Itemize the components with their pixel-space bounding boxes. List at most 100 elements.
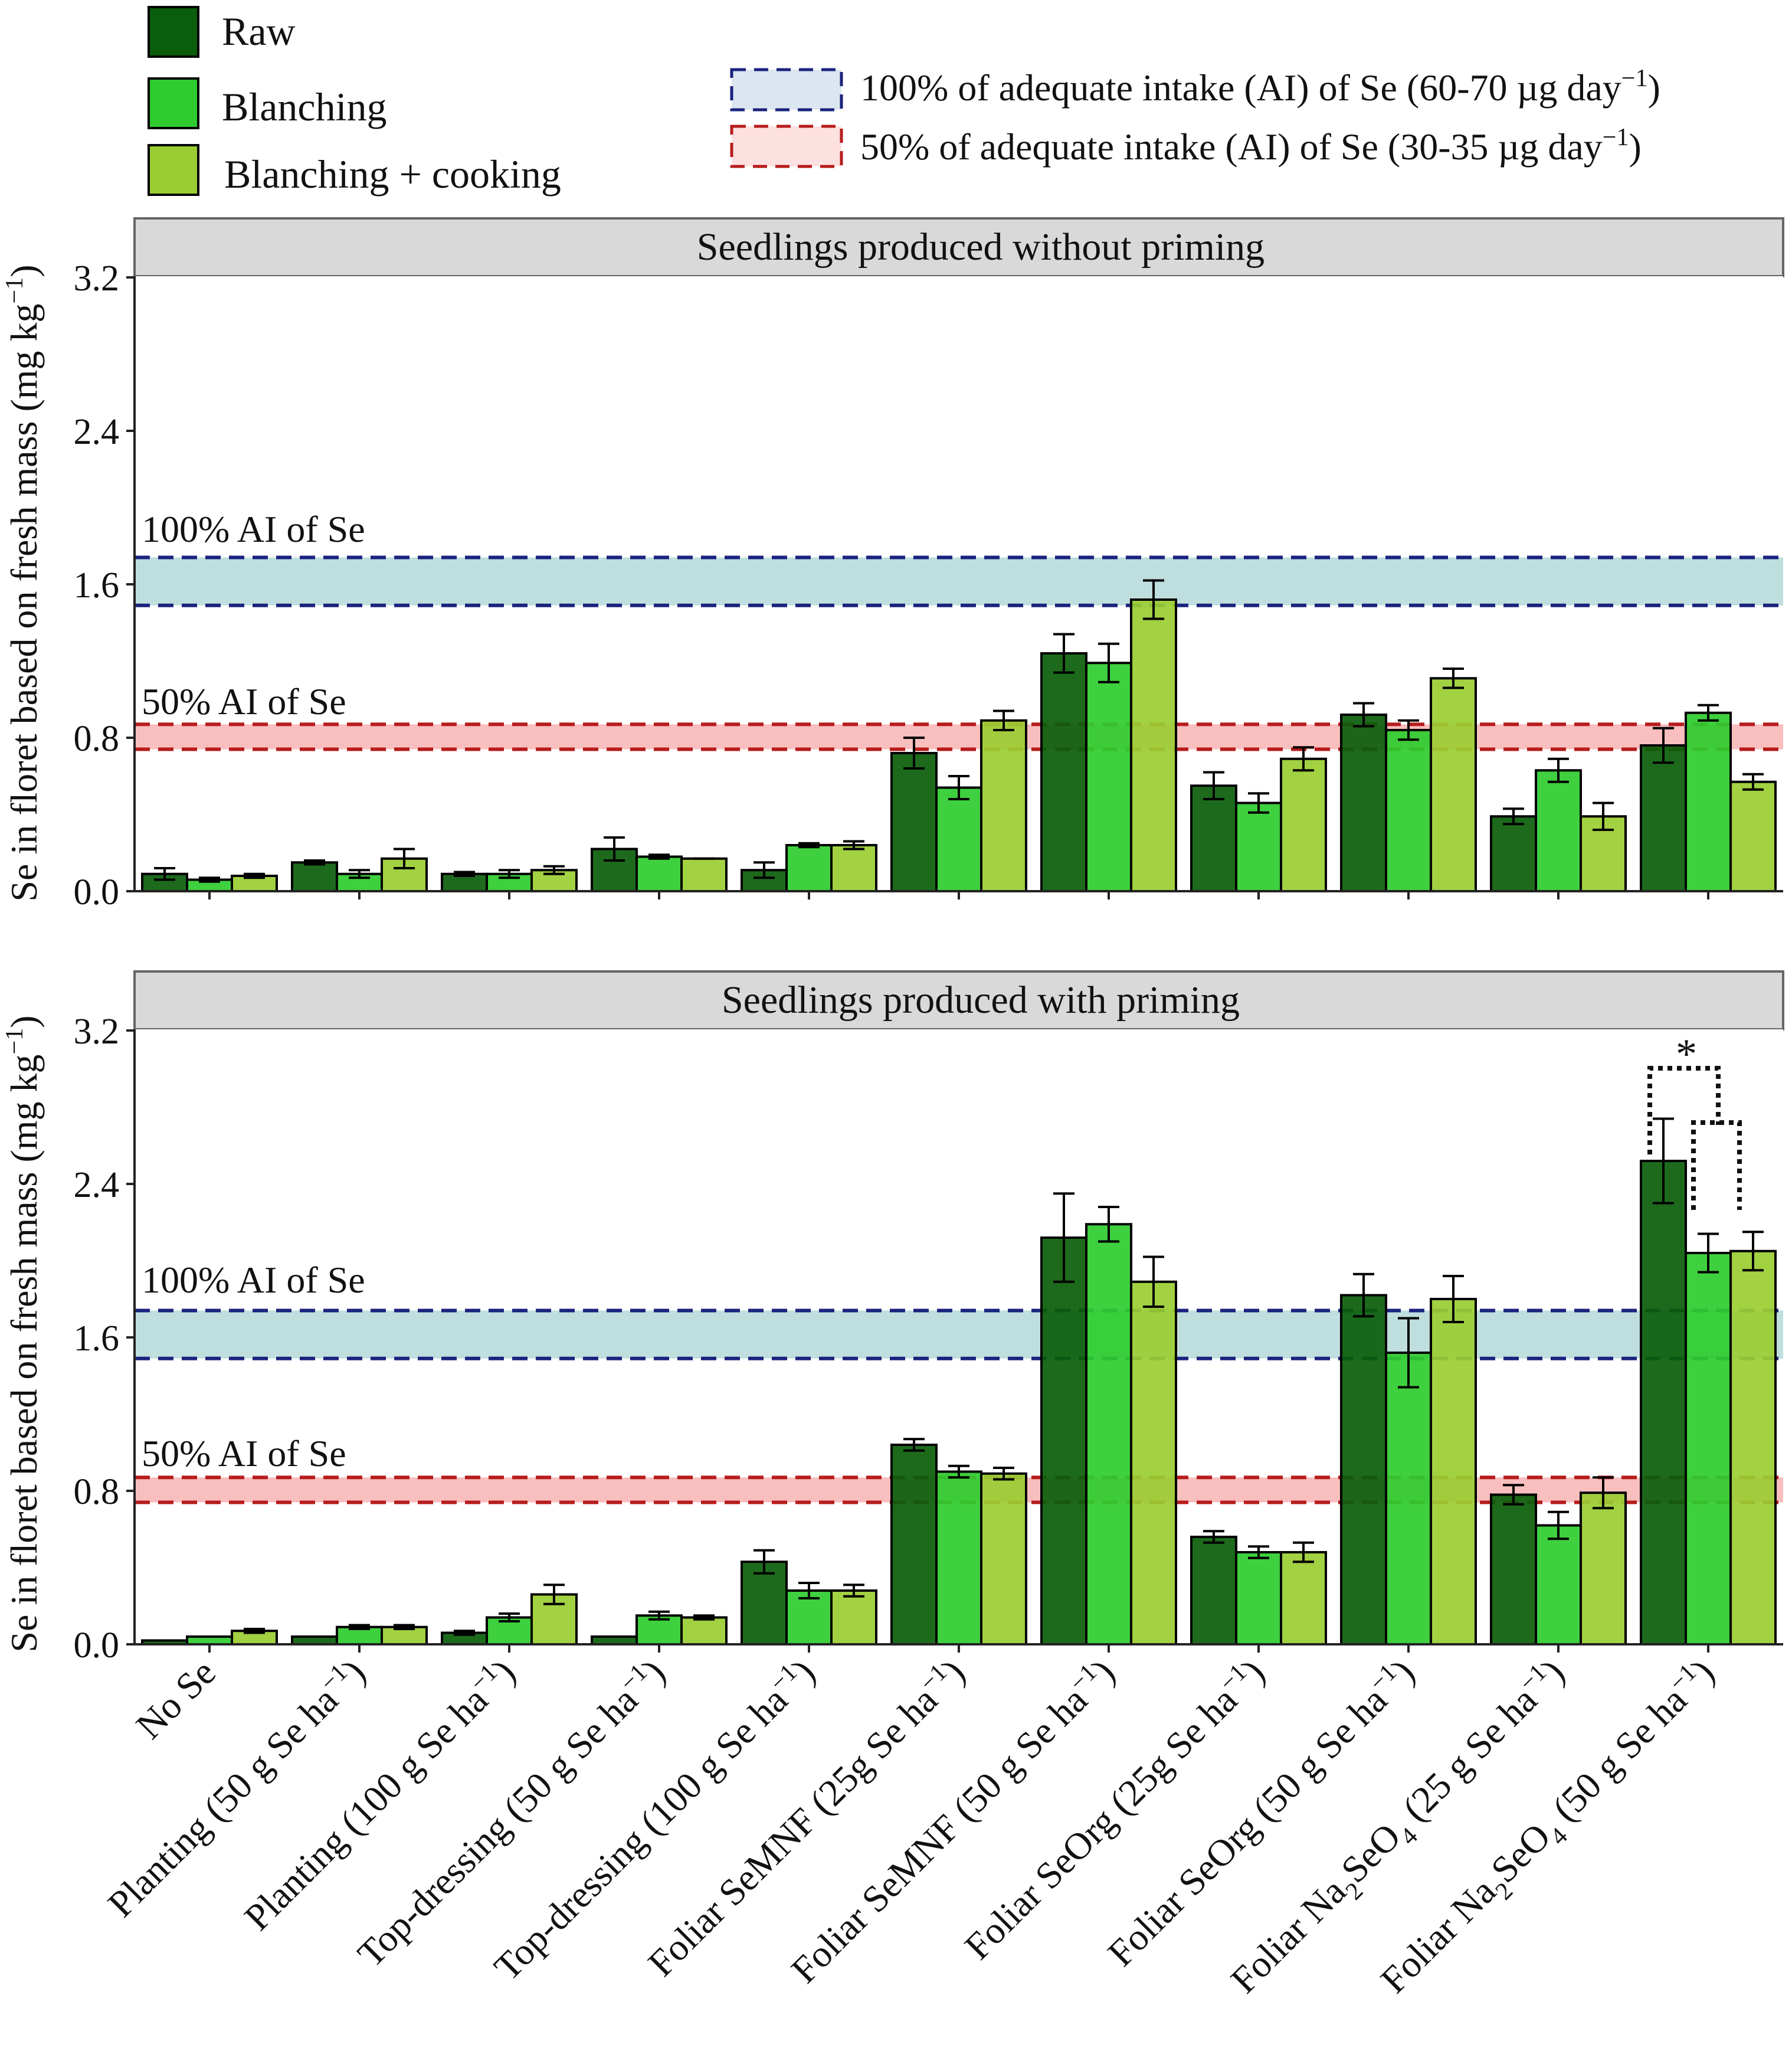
legend-item-raw: Raw (148, 6, 296, 58)
bar-raw-6 (1040, 1236, 1087, 1645)
bar-raw-5 (890, 1444, 938, 1645)
bar-blanching-7 (1235, 801, 1282, 892)
y-axis-label: Se in floret based on fresh mass (mg kg−… (1, 264, 45, 901)
bar-blanching-8 (1385, 1352, 1432, 1645)
legend-item-half-ai: 50% of adequate intake (AI) of Se (30-35… (730, 124, 1642, 168)
bar-blanching-5 (935, 786, 982, 892)
legend-item-blanching-cooking: Blanching + cooking (148, 144, 561, 197)
y-tick-label: 1.6 (74, 1319, 120, 1359)
bar-blanching-5 (935, 1470, 982, 1645)
panel-title: Seedlings produced without priming (697, 225, 1264, 269)
bar-blanching-cooking-4 (830, 844, 877, 892)
category-label-7: Foliar SeOrg (25g Se ha−1) (955, 1650, 1273, 1968)
bar-blanching-9 (1535, 769, 1582, 892)
y-axis-label: Se in floret based on fresh mass (mg kg−… (1, 1015, 45, 1652)
legend-swatch-full-ai (730, 68, 843, 112)
legend-label-half-ai: 50% of adequate intake (AI) of Se (30-35… (860, 124, 1642, 168)
y-tick-label: 3.2 (74, 1012, 120, 1052)
y-tick-label: 0.8 (74, 1472, 120, 1512)
legend-swatch-blanching (148, 77, 199, 129)
reference-bands (135, 555, 1783, 751)
y-axis: 0.0 0.8 1.6 2.4 3.2 (74, 259, 135, 912)
category-label-5: Foliar SeMNF (25g Se ha−1) (638, 1650, 973, 1985)
bar-blanching-cooking-7 (1280, 757, 1327, 892)
50-ai-of-se-band (135, 724, 1783, 750)
panel-strip (133, 970, 1784, 1030)
bar-raw-9 (1490, 815, 1537, 892)
bar-blanching-cooking-9 (1580, 1491, 1627, 1645)
legend-label-blanching: Blanching (222, 84, 387, 129)
bar-blanching-3 (635, 855, 683, 892)
ref-label-full-ai: 100% AI of Se (142, 1259, 365, 1301)
bar-blanching-7 (1235, 1551, 1282, 1645)
100-ai-of-se-band (135, 557, 1783, 606)
bar-raw-9 (1490, 1493, 1537, 1645)
bar-blanching-9 (1535, 1524, 1582, 1645)
error-bars (154, 1117, 1764, 1642)
legend-item-full-ai: 100% of adequate intake (AI) of Se (60-7… (730, 65, 1660, 112)
legend-swatch-blanching-cooking (148, 144, 199, 196)
category-label-0: No Se (128, 1651, 224, 1747)
ref-label-half-ai: 50% AI of Se (142, 1432, 346, 1474)
bar-raw-7 (1190, 1536, 1237, 1645)
bar-raw-6 (1040, 652, 1087, 892)
y-tick-label: 0.0 (74, 872, 120, 912)
bar-blanching-10 (1685, 1252, 1732, 1645)
significance-star: * (1676, 1030, 1697, 1078)
legend-series: Raw Blanching Blanching + cooking (148, 6, 561, 197)
bar-blanching-cooking-3 (680, 857, 728, 892)
bar-raw-10 (1640, 744, 1687, 892)
reference-labels: 100% AI of Se 50% AI of Se (142, 1259, 365, 1474)
legend-swatch-raw (148, 6, 199, 58)
reference-labels: 100% AI of Se 50% AI of Se (142, 508, 365, 722)
bar-blanching-cooking-10 (1729, 1249, 1777, 1645)
y-tick-label: 2.4 (74, 1165, 120, 1205)
bar-blanching-cooking-0 (231, 875, 278, 892)
bar-blanching-cooking-3 (680, 1616, 728, 1645)
legend-bands: 100% of adequate intake (AI) of Se (60-7… (730, 65, 1660, 168)
bar-blanching-cooking-4 (830, 1589, 877, 1645)
bar-blanching-4 (785, 844, 833, 892)
y-tick-label: 2.4 (74, 412, 120, 452)
category-label-8: Foliar SeOrg (50 g Se ha−1) (1098, 1650, 1422, 1974)
bar-blanching-6 (1085, 662, 1132, 892)
category-label-4: Top-dressing (100 g Se ha−1) (484, 1650, 823, 1988)
error-bars (154, 579, 1764, 883)
bar-blanching-cooking-8 (1430, 677, 1477, 892)
y-tick-label: 0.8 (74, 719, 120, 759)
significance-bracket (1647, 1066, 1742, 1210)
bar-blanching-cooking-1 (381, 1625, 428, 1645)
ref-label-half-ai: 50% AI of Se (142, 681, 346, 722)
legend-label-raw: Raw (222, 9, 296, 54)
bar-blanching-cooking-10 (1729, 780, 1777, 892)
y-tick-label: 1.6 (74, 565, 120, 606)
bar-raw-8 (1340, 1294, 1387, 1645)
legend-swatch-half-ai (730, 125, 843, 168)
legend-label-full-ai: 100% of adequate intake (AI) of Se (60-7… (860, 65, 1660, 109)
bar-blanching-cooking-6 (1130, 1280, 1177, 1645)
bar-blanching-cooking-7 (1280, 1551, 1327, 1645)
bar-blanching-cooking-8 (1430, 1298, 1477, 1645)
bar-blanching-8 (1385, 729, 1432, 892)
panel-strip (133, 217, 1784, 277)
bar-blanching-cooking-6 (1130, 598, 1177, 892)
bracket-raw-blanching (1647, 1066, 1721, 1154)
bar-raw-7 (1190, 784, 1237, 892)
category-label-3: Top-dressing (50 g Se ha−1) (348, 1650, 673, 1975)
100-ai-of-se-band (135, 1310, 1783, 1359)
y-tick-label: 3.2 (74, 259, 120, 299)
ref-label-full-ai: 100% AI of Se (142, 508, 365, 550)
legend-label-blanching-cooking: Blanching + cooking (224, 152, 561, 197)
panel-without-priming: Seedlings produced without priming 100% … (1, 217, 1784, 912)
bar-blanching-cooking-5 (980, 719, 1027, 892)
bar-raw-8 (1340, 714, 1387, 892)
panel-title: Seedlings produced with priming (722, 979, 1240, 1022)
category-label-2: Planting (100 g Se ha−1) (235, 1650, 523, 1939)
bar-blanching-10 (1685, 711, 1732, 892)
bar-raw-1 (291, 861, 338, 892)
bar-blanching-cooking-5 (980, 1472, 1027, 1645)
y-tick-label: 0.0 (74, 1625, 120, 1666)
bar-raw-5 (890, 752, 938, 892)
